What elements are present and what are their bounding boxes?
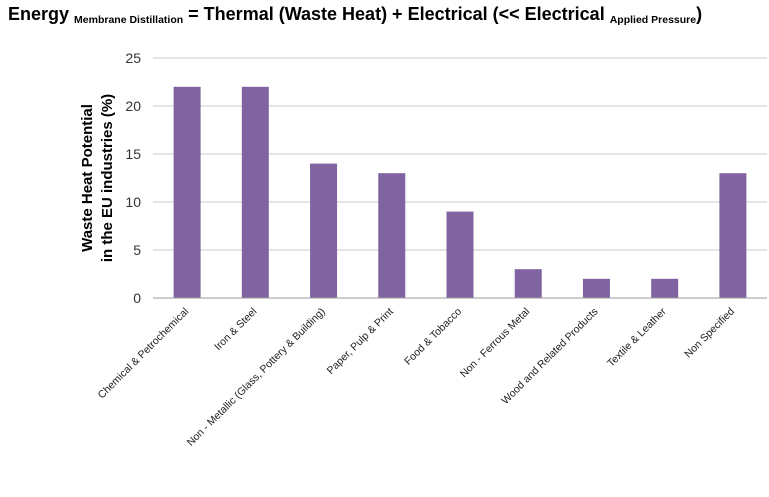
title-subscript-membrane: Membrane Distillation: [74, 14, 184, 26]
x-tick-label: Non Specified: [682, 306, 737, 361]
y-tick-label: 25: [125, 50, 141, 66]
chart-title: Energy Membrane Distillation = Thermal (…: [8, 4, 703, 26]
x-tick-label: Non - Metallic (Glass, Pottery & Buildin…: [185, 306, 328, 449]
y-axis-label-line-2: in the EU industries (%): [99, 94, 116, 262]
y-tick-label: 10: [125, 194, 141, 210]
title-subscript-pressure: Applied Pressure: [609, 14, 697, 26]
bar: [446, 211, 474, 298]
x-tick-label: Food & Tobacco: [402, 306, 464, 368]
y-axis-ticks: 0 5 10 15 20 25: [125, 50, 141, 306]
y-tick-label: 5: [133, 242, 141, 258]
x-tick-label: Iron & Steel: [212, 306, 259, 353]
bar: [241, 86, 269, 298]
bar: [173, 86, 201, 298]
y-tick-label: 0: [133, 290, 141, 306]
bar: [719, 173, 747, 298]
y-axis-label-line-1: Waste Heat Potential: [79, 104, 96, 252]
bar: [378, 173, 406, 298]
x-tick-label: Chemical & Petrochemical: [96, 306, 192, 402]
x-tick-label: Textile & Leather: [605, 305, 669, 369]
bars: [173, 86, 747, 298]
title-equation: = Thermal (Waste Heat) + Electrical (<< …: [188, 4, 605, 24]
title-close-paren: ): [696, 4, 703, 24]
x-axis-category-labels: Chemical & Petrochemical Iron & SteelNon …: [96, 305, 737, 448]
bar: [310, 163, 338, 298]
bar: [651, 278, 679, 298]
y-tick-label: 15: [125, 146, 141, 162]
bar: [582, 278, 610, 298]
title-energy: Energy: [8, 4, 70, 24]
bar: [514, 269, 542, 298]
x-tick-label: Non - Ferrous Metal: [458, 306, 533, 381]
y-tick-label: 20: [125, 98, 141, 114]
x-tick-label: Paper, Pulp & Print: [325, 306, 396, 377]
